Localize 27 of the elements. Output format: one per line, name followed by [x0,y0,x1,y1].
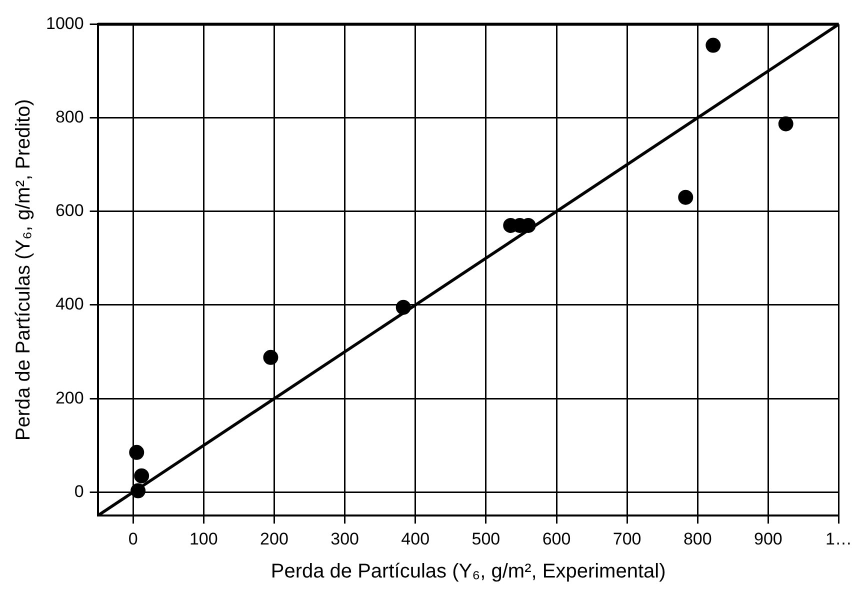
point [396,300,411,315]
x-tick-label: 400 [401,529,430,548]
y-tick-label: 800 [55,107,84,126]
y-tick-label: 600 [55,201,84,220]
point [130,483,146,498]
point [778,116,794,132]
x-tick-label: 500 [472,529,500,548]
point [678,190,694,205]
x-tick-label: 300 [330,529,359,548]
x-tick-label: 900 [754,529,782,548]
y-tick-label: 1000 [46,14,84,33]
x-tick-label: 200 [260,529,288,548]
point [129,444,144,460]
y-tick-label: 400 [55,294,84,314]
y-axis-title: Perda de Partículas (Y₆, g/m², Predito) [12,99,35,441]
x-tick-label: 100 [189,529,218,548]
y-tick-label: 200 [55,388,84,408]
point [706,38,721,53]
x-tick-label: 1… [826,529,852,548]
point [134,468,150,484]
x-tick-label: 0 [128,529,138,548]
y-tick-label: 0 [74,482,84,501]
x-tick-label: 800 [683,529,712,548]
x-tick-label: 600 [542,529,571,548]
point [263,350,278,365]
x-axis-title: Perda de Partículas (Y₆, g/m², Experimental) [270,560,666,583]
x-tick-label: 700 [612,529,642,548]
